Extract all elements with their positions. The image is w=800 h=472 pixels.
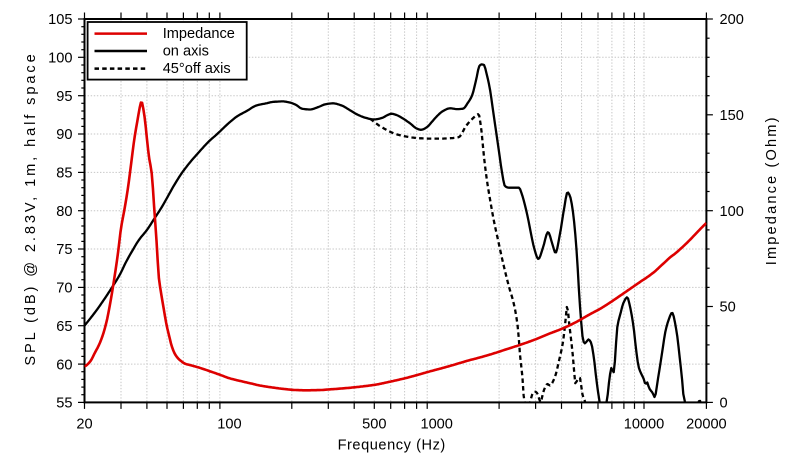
svg-text:0: 0 <box>720 396 728 412</box>
svg-text:80: 80 <box>56 204 72 220</box>
svg-text:500: 500 <box>362 417 386 433</box>
svg-text:45°off axis: 45°off axis <box>163 61 231 77</box>
svg-text:SPL (dB) @ 2.83V, 1m, half spa: SPL (dB) @ 2.83V, 1m, half space <box>23 51 39 365</box>
svg-text:10000: 10000 <box>624 417 665 433</box>
svg-text:on axis: on axis <box>163 43 209 59</box>
svg-text:Frequency (Hz): Frequency (Hz) <box>338 437 446 453</box>
svg-text:55: 55 <box>56 396 72 412</box>
svg-text:50: 50 <box>720 300 736 316</box>
svg-text:65: 65 <box>56 319 72 335</box>
svg-text:90: 90 <box>56 127 72 143</box>
svg-text:70: 70 <box>56 281 72 297</box>
svg-text:20000: 20000 <box>686 417 727 433</box>
svg-text:Impedance: Impedance <box>163 26 235 42</box>
svg-text:Impedance (Ohm): Impedance (Ohm) <box>764 115 780 265</box>
svg-text:75: 75 <box>56 242 72 258</box>
svg-text:1000: 1000 <box>420 417 452 433</box>
svg-text:100: 100 <box>48 51 72 67</box>
svg-text:60: 60 <box>56 357 72 373</box>
svg-text:20: 20 <box>76 417 92 433</box>
svg-text:100: 100 <box>217 417 241 433</box>
svg-text:95: 95 <box>56 89 72 105</box>
svg-text:105: 105 <box>48 12 72 28</box>
svg-text:200: 200 <box>720 12 744 28</box>
svg-text:100: 100 <box>720 204 744 220</box>
svg-text:150: 150 <box>720 108 744 124</box>
svg-text:85: 85 <box>56 166 72 182</box>
